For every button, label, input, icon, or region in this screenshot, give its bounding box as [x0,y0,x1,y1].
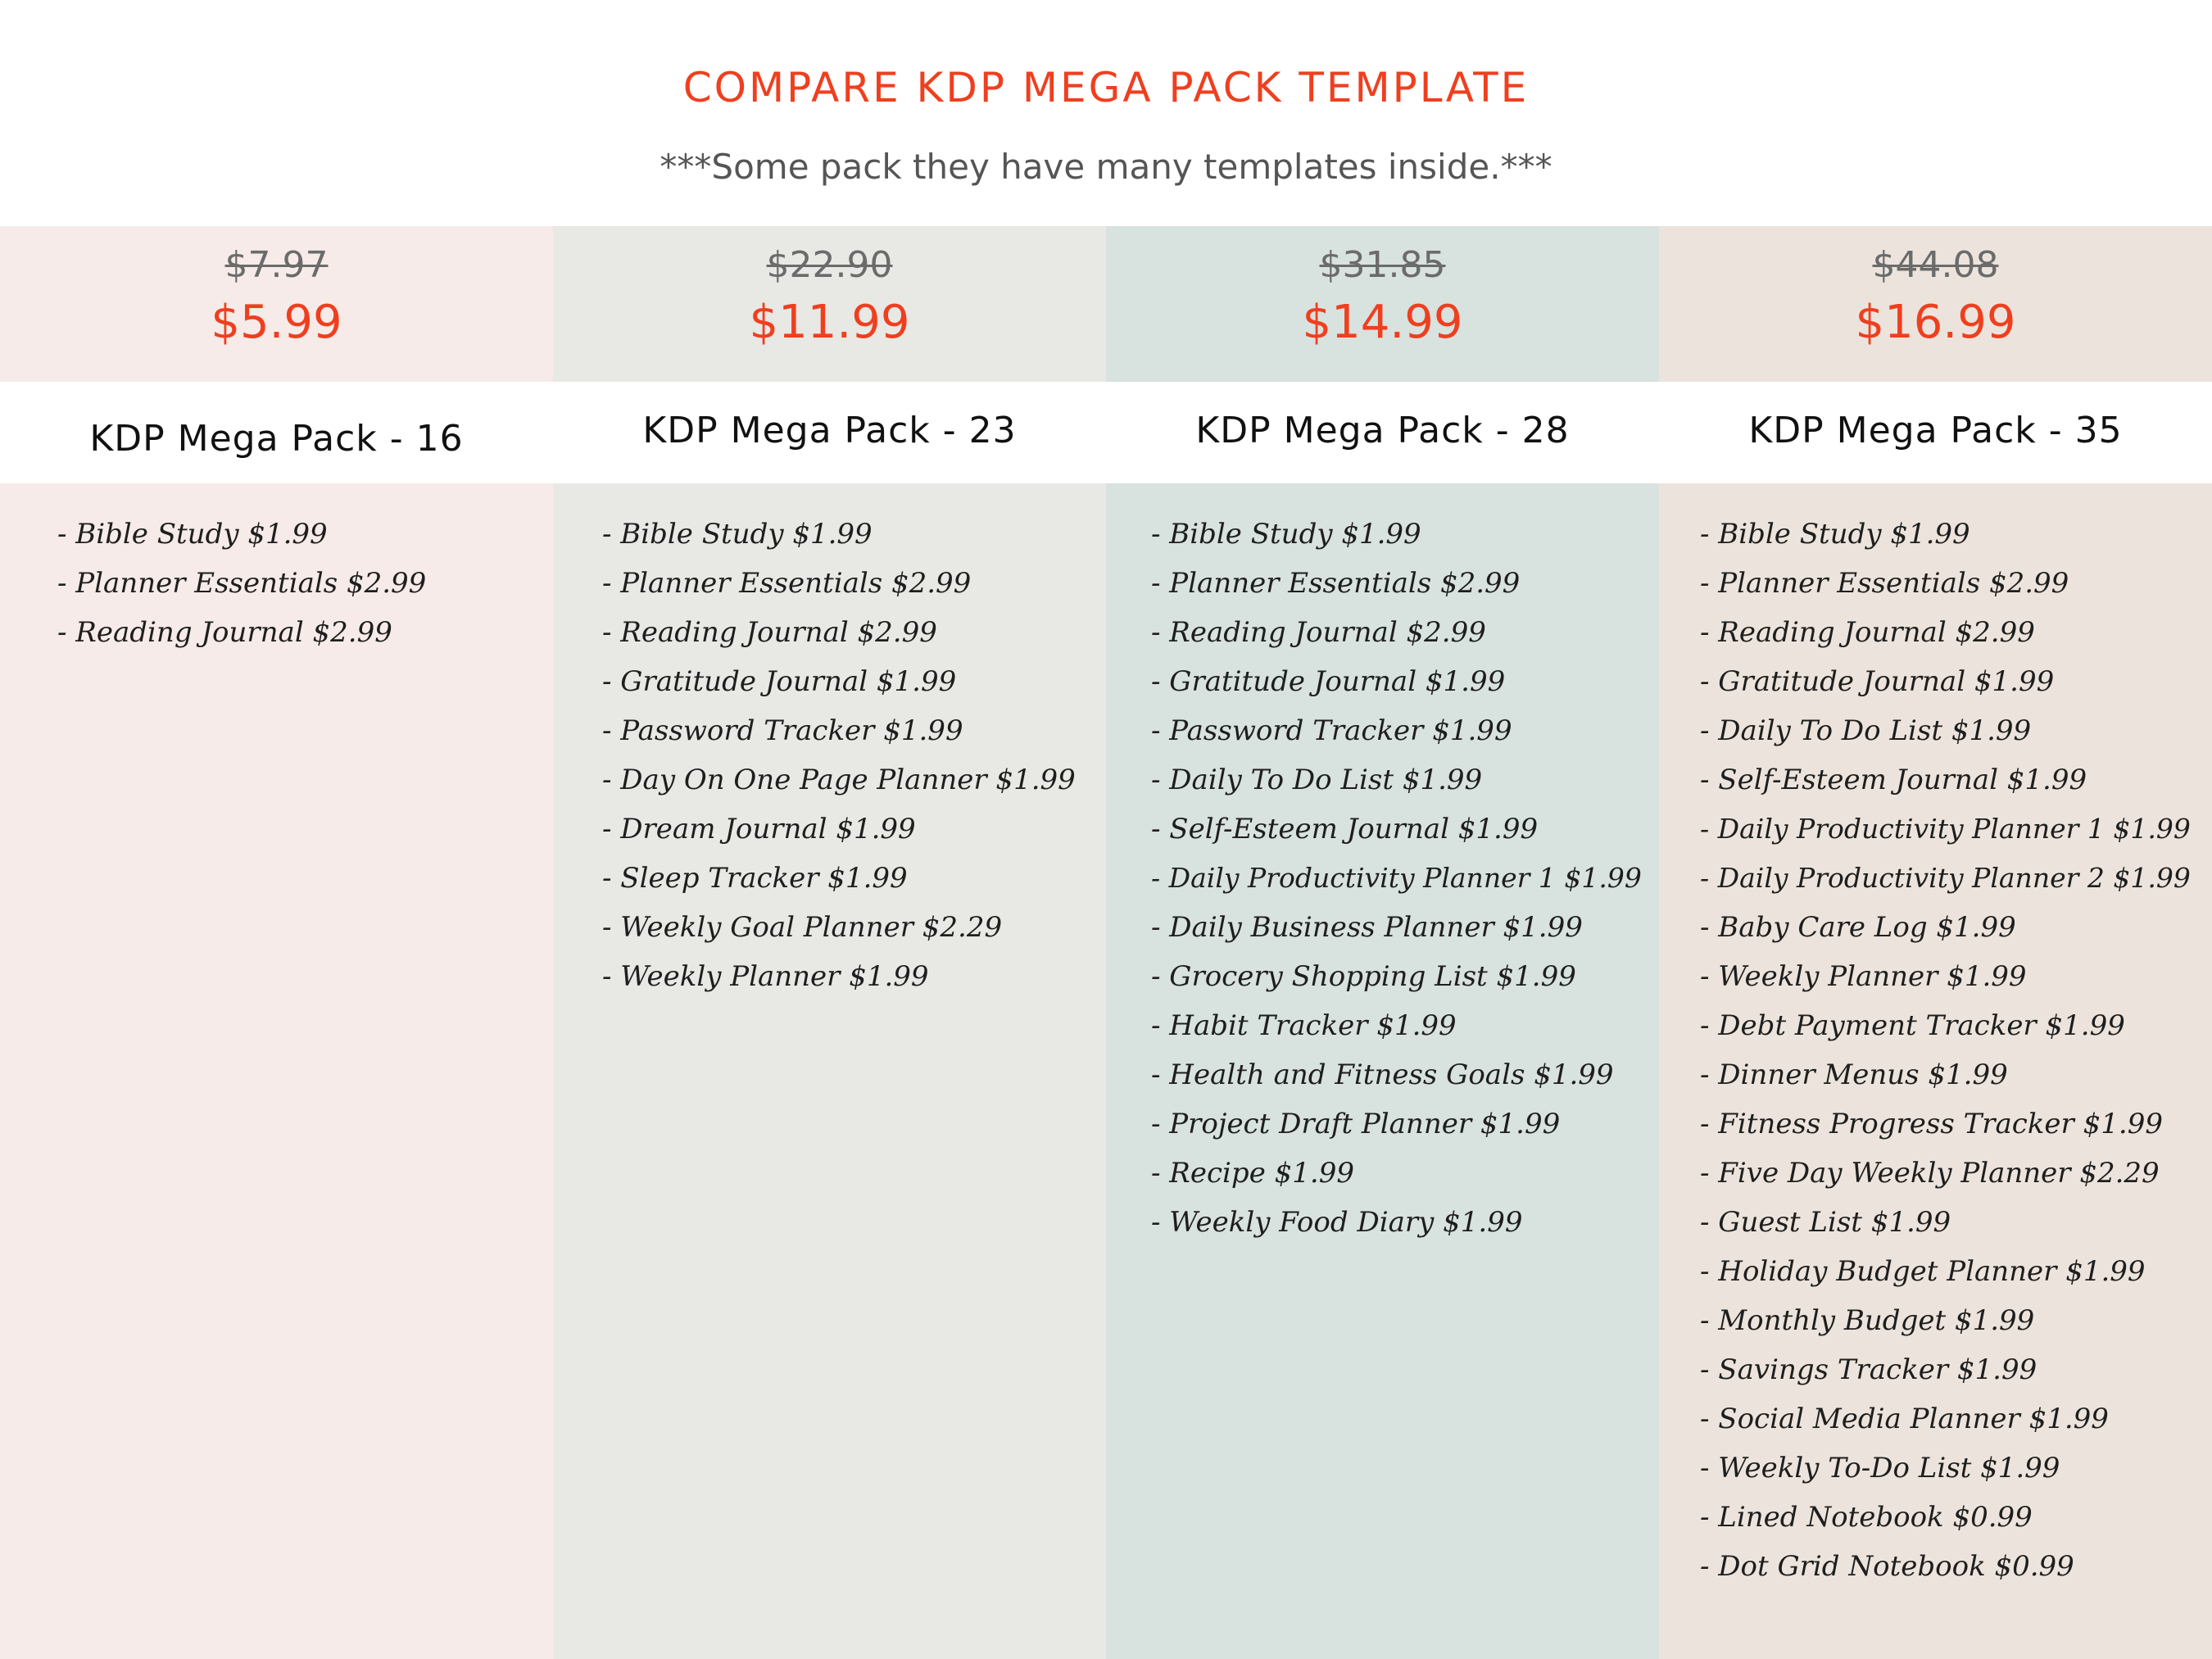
list-item: - Monthly Budget $1.99 [1700,1304,2035,1337]
template-list: - Bible Study $1.99 - Planner Essentials … [0,483,553,1659]
original-price: $44.08 [1872,244,1999,286]
list-item: - Daily Business Planner $1.99 [1151,911,1583,944]
list-item: - Bible Study $1.99 [57,518,328,551]
pack-column-28: $31.85 $14.99 KDP Mega Pack - 28 - Bible… [1106,226,1659,1659]
page-subtitle: ***Some pack they have many templates in… [660,147,1552,187]
list-item: - Day On One Page Planner $1.99 [602,764,1076,796]
list-item: - Weekly Planner $1.99 [1700,960,2027,993]
list-item: - Fitness Progress Tracker $1.99 [1700,1108,2163,1140]
list-item: - Social Media Planner $1.99 [1700,1403,2109,1435]
pack-name-band: KDP Mega Pack - 35 [1659,382,2212,483]
list-item: - Daily To Do List $1.99 [1151,764,1483,796]
list-item: - Dot Grid Notebook $0.99 [1700,1550,2074,1583]
list-item: - Self-Esteem Journal $1.99 [1151,813,1539,845]
list-item: - Password Tracker $1.99 [602,714,963,747]
list-item: - Reading Journal $2.99 [602,616,937,649]
page-header: COMPARE KDP MEGA PACK TEMPLATE ***Some p… [0,0,2212,226]
list-item: - Weekly Food Diary $1.99 [1151,1206,1523,1239]
price-band: $31.85 $14.99 [1106,226,1659,382]
pack-column-16: $7.97 $5.99 KDP Mega Pack - 16 - Bible S… [0,226,553,1659]
list-item: - Bible Study $1.99 [1700,518,1970,551]
list-item: - Daily Productivity Planner 1 $1.99 [1700,813,2191,845]
list-item: - Self-Esteem Journal $1.99 [1700,764,2087,796]
original-price: $31.85 [1319,244,1446,286]
list-item: - Dinner Menus $1.99 [1700,1058,2008,1091]
list-item: - Bible Study $1.99 [1151,518,1421,551]
pack-name: KDP Mega Pack - 16 [89,418,464,460]
list-item: - Grocery Shopping List $1.99 [1151,960,1576,993]
list-item: - Lined Notebook $0.99 [1700,1501,2033,1534]
pack-name: KDP Mega Pack - 35 [1748,410,2123,451]
list-item: - Project Draft Planner $1.99 [1151,1108,1561,1140]
list-item: - Gratitude Journal $1.99 [602,665,957,698]
list-item: - Reading Journal $2.99 [1700,616,2035,649]
list-item: - Debt Payment Tracker $1.99 [1700,1009,2125,1042]
sale-price: $14.99 [1302,296,1463,349]
template-list: - Bible Study $1.99 - Planner Essentials … [553,483,1106,1659]
pack-name-band: KDP Mega Pack - 16 [0,382,553,483]
list-item: - Holiday Budget Planner $1.99 [1700,1255,2146,1288]
list-item: - Recipe $1.99 [1151,1157,1354,1190]
list-item: - Weekly Planner $1.99 [602,960,929,993]
price-band: $44.08 $16.99 [1659,226,2212,382]
list-item: - Five Day Weekly Planner $2.29 [1700,1157,2160,1190]
list-item: - Reading Journal $2.99 [57,616,392,649]
list-item: - Guest List $1.99 [1700,1206,1951,1239]
list-item: - Planner Essentials $2.99 [57,567,427,600]
list-item: - Daily To Do List $1.99 [1700,714,2032,747]
original-price: $22.90 [766,244,893,286]
sale-price: $11.99 [749,296,910,349]
list-item: - Daily Productivity Planner 1 $1.99 [1151,862,1642,894]
sale-price: $16.99 [1855,296,2016,349]
pack-name-band: KDP Mega Pack - 23 [553,382,1106,483]
list-item: - Password Tracker $1.99 [1151,714,1512,747]
list-item: - Sleep Tracker $1.99 [602,862,908,895]
template-list: - Bible Study $1.99 - Planner Essentials … [1659,483,2212,1659]
list-item: - Gratitude Journal $1.99 [1700,665,2055,698]
pack-column-23: $22.90 $11.99 KDP Mega Pack - 23 - Bible… [553,226,1106,1659]
list-item: - Weekly Goal Planner $2.29 [602,911,1003,944]
pack-name: KDP Mega Pack - 23 [642,410,1017,451]
list-item: - Bible Study $1.99 [602,518,873,551]
pack-name: KDP Mega Pack - 28 [1195,410,1570,451]
list-item: - Planner Essentials $2.99 [602,567,972,600]
list-item: - Dream Journal $1.99 [602,813,916,845]
list-item: - Habit Tracker $1.99 [1151,1009,1457,1042]
pack-name-band: KDP Mega Pack - 28 [1106,382,1659,483]
price-band: $7.97 $5.99 [0,226,553,382]
list-item: - Planner Essentials $2.99 [1151,567,1521,600]
list-item: - Savings Tracker $1.99 [1700,1353,2037,1386]
list-item: - Baby Care Log $1.99 [1700,911,2016,944]
list-item: - Weekly To-Do List $1.99 [1700,1452,2060,1484]
template-list: - Bible Study $1.99 - Planner Essentials … [1106,483,1659,1659]
price-band: $22.90 $11.99 [553,226,1106,382]
list-item: - Reading Journal $2.99 [1151,616,1486,649]
sale-price: $5.99 [211,296,342,349]
list-item: - Health and Fitness Goals $1.99 [1151,1058,1614,1091]
list-item: - Daily Productivity Planner 2 $1.99 [1700,862,2191,894]
original-price: $7.97 [224,244,329,286]
list-item: - Gratitude Journal $1.99 [1151,665,1506,698]
pack-column-35: $44.08 $16.99 KDP Mega Pack - 35 - Bible… [1659,226,2212,1659]
list-item: - Planner Essentials $2.99 [1700,567,2069,600]
page-title: COMPARE KDP MEGA PACK TEMPLATE [682,64,1530,111]
